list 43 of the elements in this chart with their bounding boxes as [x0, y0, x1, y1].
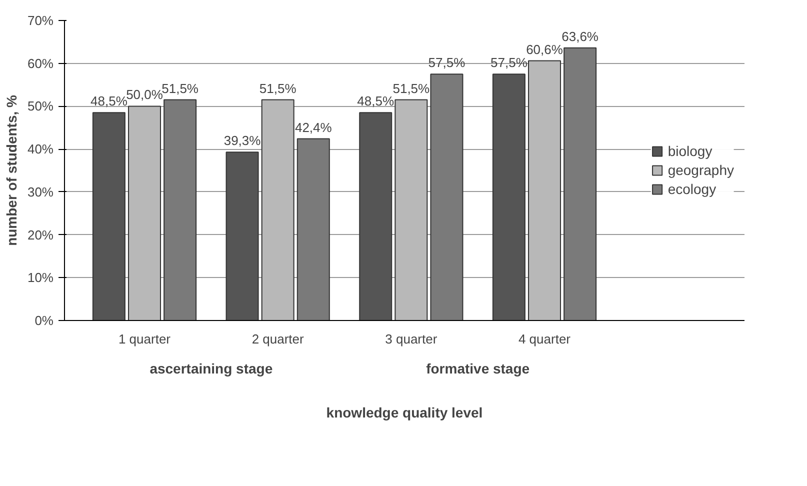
data-label: 48,5% [357, 94, 394, 109]
data-label: 39,3% [224, 133, 262, 148]
bar [394, 99, 428, 320]
data-label: 57,5% [428, 55, 466, 70]
data-label: 51,5% [162, 80, 199, 96]
y-tick-label: 40% [27, 142, 54, 157]
data-label: 57,5% [490, 55, 528, 70]
data-label: 63,6% [562, 28, 599, 44]
bar [164, 99, 197, 320]
y-tick-label: 30% [27, 184, 54, 200]
bar [359, 112, 392, 320]
bar [261, 99, 294, 320]
bar [430, 74, 464, 320]
data-label: 60,6% [526, 42, 564, 57]
legend-label: ecology [668, 181, 716, 197]
x-tick-label: 1 quarter [118, 332, 172, 346]
text: formative stage [426, 360, 530, 376]
text: ascertaining stage [150, 360, 273, 376]
x-tick-label: 2 quarter [252, 332, 305, 346]
y-tick-label: 70% [27, 13, 54, 28]
bar [564, 47, 597, 320]
legend-label: geography [668, 162, 734, 178]
bar [92, 112, 126, 320]
legend-label: biology [668, 143, 712, 159]
data-label: 48,5% [90, 94, 128, 109]
data-label: 51,5% [392, 80, 430, 96]
y-tick-label: 20% [27, 227, 54, 242]
x-tick-label: 4 quarter [518, 332, 572, 346]
x-tick-label: 3 quarter [385, 332, 438, 346]
bar [128, 106, 161, 320]
bar [226, 152, 259, 320]
data-label: 42,4% [294, 120, 332, 135]
y-axis-title: number of students, % [3, 94, 20, 246]
bar [528, 60, 561, 320]
y-tick-label: 60% [27, 56, 54, 71]
data-label: 50,0% [126, 87, 164, 102]
y-tick-label: 0% [34, 313, 54, 328]
bar [296, 138, 330, 320]
y-tick-label: 10% [27, 270, 54, 286]
y-tick-label: 50% [27, 98, 54, 114]
bar [492, 74, 526, 320]
data-label: 51,5% [259, 80, 297, 96]
x-axis-title: knowledge quality level [326, 404, 483, 420]
